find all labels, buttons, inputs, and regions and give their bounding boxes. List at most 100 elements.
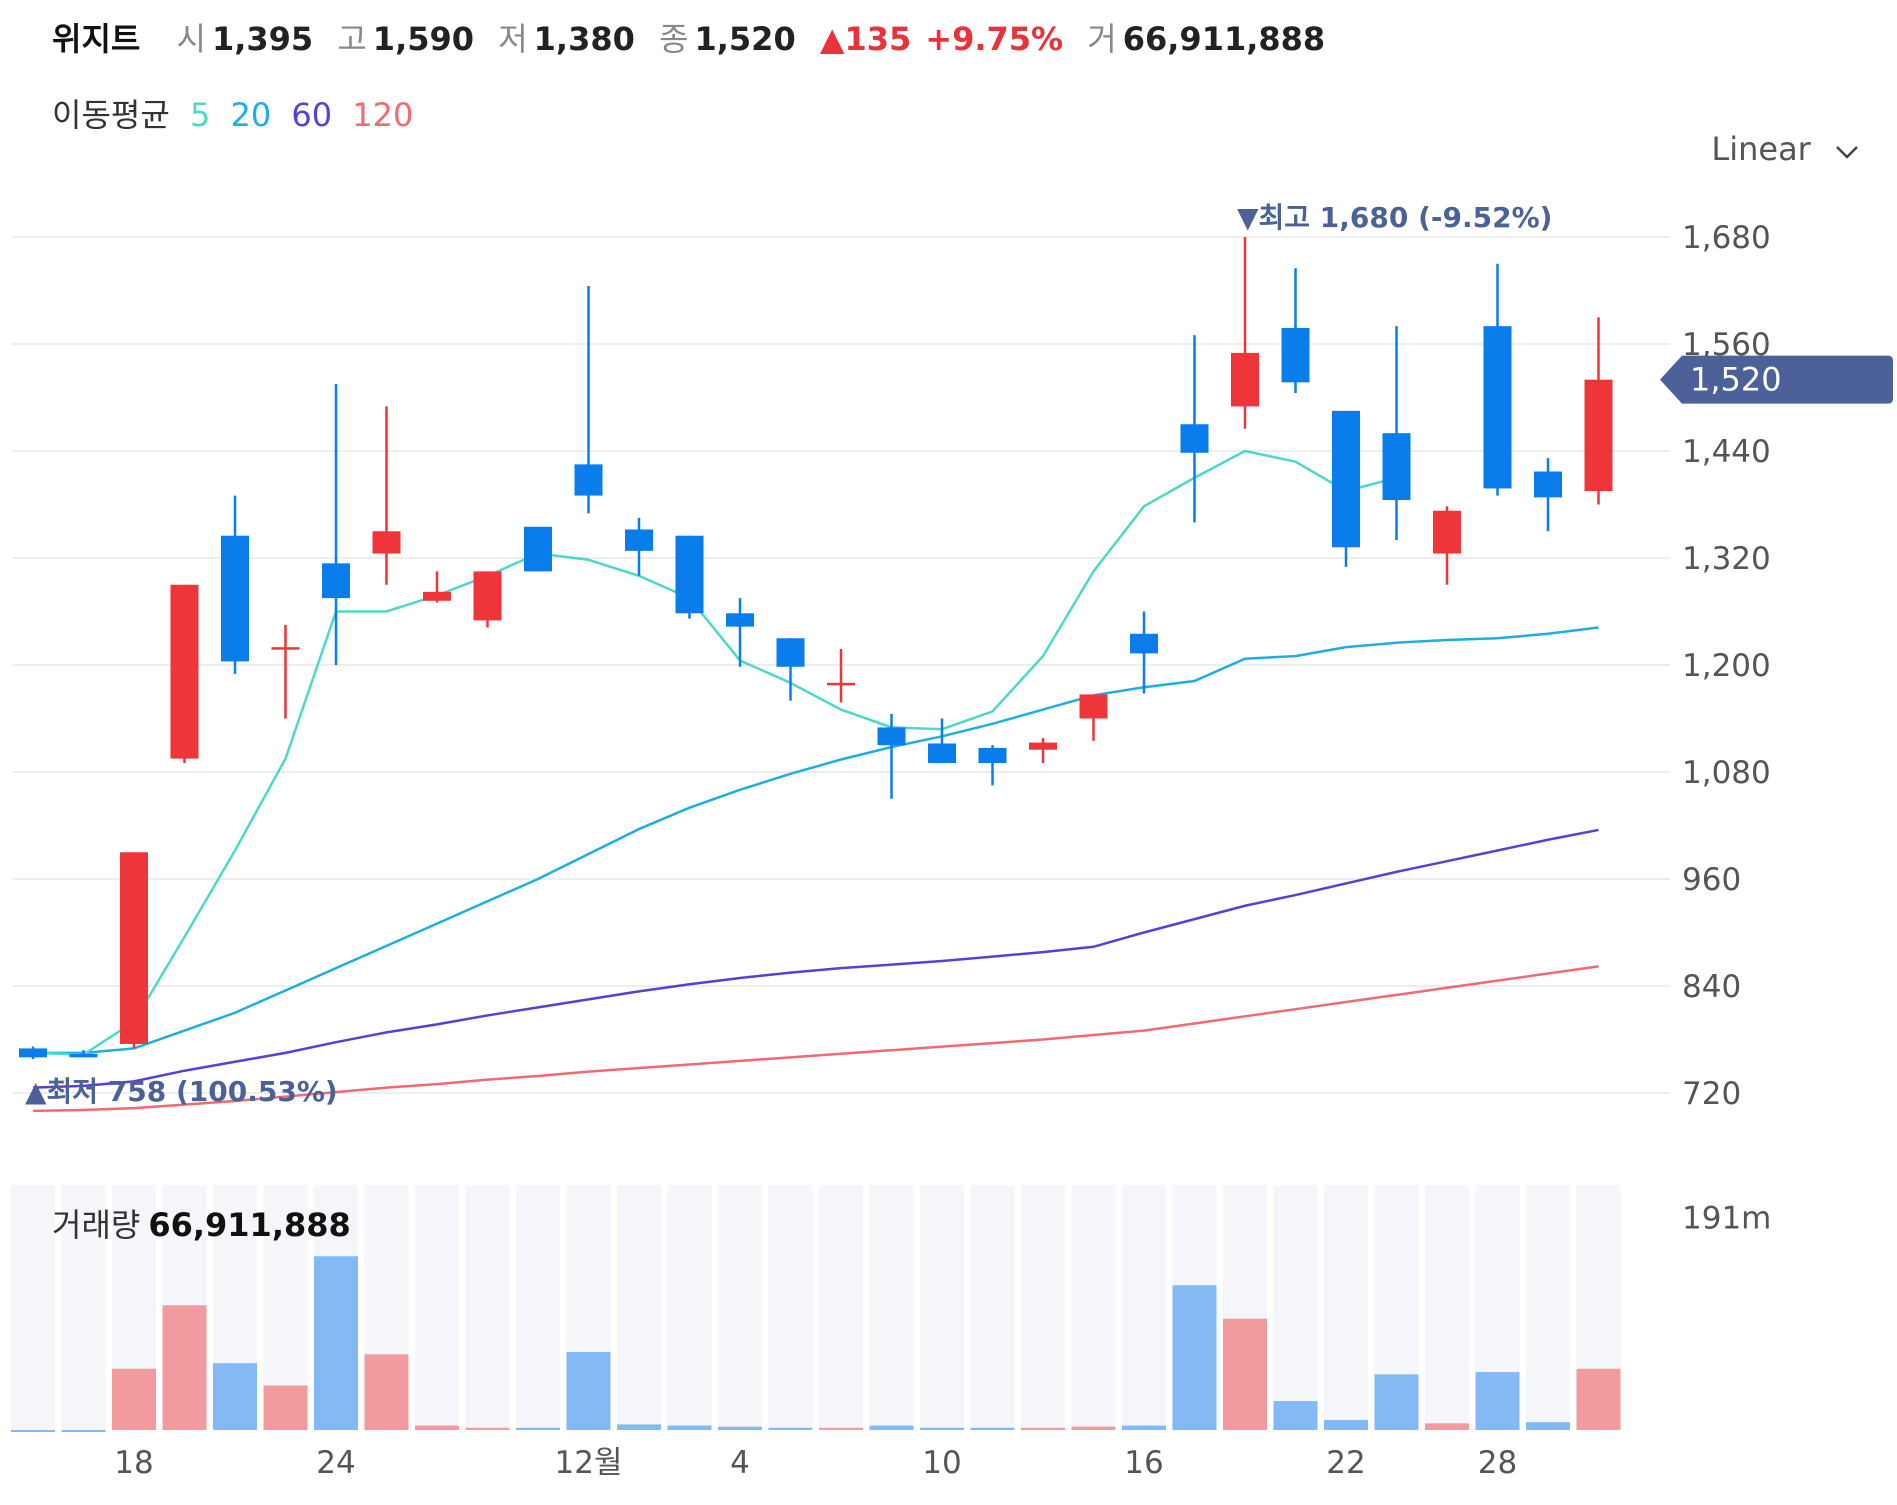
volume-bar bbox=[566, 1352, 611, 1430]
candle-body bbox=[1130, 633, 1158, 654]
low-value: 1,380 bbox=[533, 20, 635, 58]
candle-body bbox=[372, 531, 401, 554]
low-annotation: ▲최저 758 (100.53%) bbox=[25, 1075, 338, 1108]
volume-bar bbox=[768, 1427, 813, 1430]
volume-bar bbox=[415, 1425, 459, 1430]
x-tick-label: 12월 bbox=[555, 1445, 623, 1481]
candle-body bbox=[726, 613, 754, 627]
x-tick-label: 24 bbox=[316, 1445, 355, 1481]
x-tick-label: 10 bbox=[922, 1445, 961, 1481]
candle-body bbox=[1332, 410, 1360, 548]
volume-bar bbox=[263, 1385, 308, 1430]
volume-column-bg bbox=[1122, 1185, 1166, 1430]
volume-bar bbox=[1576, 1368, 1621, 1430]
volume-bar bbox=[1475, 1372, 1520, 1430]
volume-panel-label: 거래량 bbox=[52, 1206, 141, 1244]
volume-bar bbox=[1273, 1401, 1318, 1430]
candle-body bbox=[1029, 742, 1057, 750]
candle-body bbox=[978, 747, 1007, 764]
volume-value: 66,911,888 bbox=[1122, 20, 1326, 58]
low-label: 저 bbox=[498, 20, 528, 58]
volume-bar bbox=[970, 1427, 1015, 1430]
scale-label: Linear bbox=[1711, 130, 1811, 168]
open-label: 시 bbox=[176, 20, 206, 58]
ma-120-legend[interactable]: 120 bbox=[352, 96, 414, 134]
volume-column-bg bbox=[11, 1185, 55, 1430]
y-tick-label: 1,080 bbox=[1682, 755, 1771, 791]
close-value: 1,520 bbox=[694, 20, 796, 58]
high-value: 1,590 bbox=[372, 20, 475, 58]
candle-body bbox=[928, 743, 956, 764]
candle-body bbox=[1534, 471, 1562, 498]
change-value: ▲135 bbox=[819, 20, 912, 58]
open-value: 1,395 bbox=[211, 20, 314, 58]
volume-bar bbox=[869, 1425, 914, 1430]
volume-column-bg bbox=[1526, 1185, 1570, 1430]
candle-body bbox=[1483, 326, 1512, 489]
candle-body bbox=[221, 535, 249, 662]
y-tick-label: 1,680 bbox=[1682, 220, 1771, 256]
y-tick-label: 1,200 bbox=[1682, 648, 1771, 684]
chevron-down-icon bbox=[1835, 130, 1859, 168]
candle-body bbox=[1433, 510, 1461, 554]
ma-20-legend[interactable]: 20 bbox=[230, 96, 272, 134]
volume-label: 거 bbox=[1087, 20, 1117, 58]
volume-column-bg bbox=[415, 1185, 459, 1430]
ma-5-line bbox=[32, 449, 1397, 1056]
candle-body bbox=[1079, 694, 1108, 719]
x-tick-label: 28 bbox=[1478, 1445, 1517, 1481]
current-price-tag bbox=[1660, 355, 1893, 404]
volume-bar bbox=[112, 1368, 156, 1430]
candle-body bbox=[1231, 352, 1259, 407]
candle-body bbox=[1382, 433, 1411, 501]
candle-body bbox=[827, 682, 855, 686]
volume-bar bbox=[1122, 1425, 1166, 1430]
volume-column-bg bbox=[465, 1185, 510, 1430]
volume-bar bbox=[1071, 1426, 1116, 1430]
candle-body bbox=[1584, 379, 1613, 492]
volume-legend: 거래량 66,911,888 bbox=[52, 1200, 351, 1246]
volume-bar bbox=[465, 1427, 510, 1430]
volume-column-bg bbox=[1071, 1185, 1116, 1430]
close-label: 종 bbox=[659, 20, 689, 58]
candle-body bbox=[69, 1053, 98, 1058]
volume-column-bg bbox=[920, 1185, 964, 1430]
volume-bar bbox=[920, 1427, 964, 1430]
volume-panel-value: 66,911,888 bbox=[148, 1206, 351, 1244]
volume-bar bbox=[1324, 1419, 1368, 1430]
x-tick-label: 4 bbox=[730, 1445, 750, 1481]
volume-column-bg bbox=[768, 1185, 813, 1430]
volume-bar bbox=[1021, 1427, 1065, 1430]
volume-column-bg bbox=[61, 1185, 106, 1430]
volume-bar bbox=[667, 1425, 712, 1430]
ma-60-legend[interactable]: 60 bbox=[291, 96, 333, 134]
y-tick-label: 720 bbox=[1682, 1076, 1741, 1112]
candle-body bbox=[675, 535, 704, 614]
ma-5-legend[interactable]: 5 bbox=[189, 96, 211, 134]
candle-body bbox=[625, 529, 653, 551]
volume-column-bg bbox=[1021, 1185, 1065, 1430]
volume-bar bbox=[1223, 1318, 1267, 1430]
volume-bar bbox=[314, 1256, 358, 1430]
scale-selector[interactable]: Linear bbox=[1711, 130, 1859, 168]
volume-column-bg bbox=[819, 1185, 863, 1430]
volume-bar bbox=[819, 1427, 863, 1430]
moving-average-legend: 이동평균 5 20 60 120 bbox=[52, 90, 423, 136]
stock-name: 위지트 bbox=[52, 20, 141, 58]
volume-bar bbox=[11, 1430, 55, 1432]
candle-body bbox=[170, 584, 199, 759]
candle-body bbox=[322, 563, 350, 599]
candle-body bbox=[473, 571, 502, 621]
volume-bar bbox=[1526, 1422, 1570, 1430]
candle-body bbox=[271, 647, 300, 650]
quote-header: 위지트 시 1,395 고 1,590 저 1,380 종 1,520 ▲135 +9.7… bbox=[52, 14, 1339, 60]
candle-body bbox=[524, 526, 552, 572]
volume-bar bbox=[1374, 1374, 1419, 1430]
volume-column-bg bbox=[667, 1185, 712, 1430]
volume-bar bbox=[718, 1426, 762, 1430]
volume-bar bbox=[516, 1427, 560, 1430]
volume-bar bbox=[1172, 1285, 1217, 1430]
volume-bar bbox=[364, 1354, 409, 1430]
volume-column-bg bbox=[1425, 1185, 1469, 1430]
volume-column-bg bbox=[1273, 1185, 1318, 1430]
